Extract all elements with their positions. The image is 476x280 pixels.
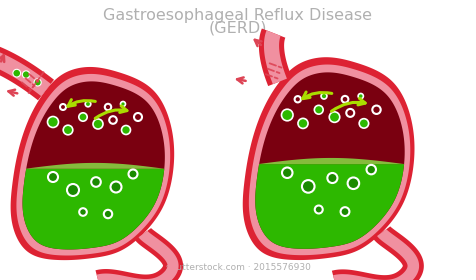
Circle shape: [121, 125, 130, 134]
Polygon shape: [22, 169, 164, 249]
Circle shape: [110, 181, 121, 193]
Polygon shape: [255, 164, 403, 249]
Polygon shape: [0, 39, 54, 100]
Circle shape: [298, 118, 307, 129]
Text: shutterstock.com · 2015576930: shutterstock.com · 2015576930: [165, 263, 310, 272]
Polygon shape: [255, 72, 404, 249]
Circle shape: [358, 119, 368, 128]
Polygon shape: [263, 30, 287, 84]
Polygon shape: [332, 229, 418, 280]
Polygon shape: [25, 163, 164, 169]
Polygon shape: [0, 44, 50, 96]
Polygon shape: [16, 74, 170, 256]
Circle shape: [48, 116, 59, 127]
Circle shape: [67, 184, 79, 196]
Circle shape: [13, 69, 20, 77]
Circle shape: [79, 113, 87, 121]
Circle shape: [120, 102, 125, 106]
Circle shape: [91, 177, 100, 187]
Circle shape: [22, 71, 30, 78]
Circle shape: [347, 178, 358, 189]
Circle shape: [314, 206, 322, 213]
Circle shape: [128, 169, 137, 179]
Circle shape: [357, 94, 363, 99]
Polygon shape: [95, 228, 183, 280]
Polygon shape: [258, 29, 291, 86]
Circle shape: [79, 208, 87, 216]
Circle shape: [340, 207, 349, 216]
Polygon shape: [22, 81, 165, 249]
Text: (GERD): (GERD): [208, 20, 267, 35]
Text: Gastroesophageal Reflux Disease: Gastroesophageal Reflux Disease: [103, 8, 372, 23]
Circle shape: [48, 172, 58, 182]
Circle shape: [93, 119, 103, 129]
Circle shape: [320, 93, 326, 99]
Circle shape: [281, 167, 292, 178]
Circle shape: [104, 210, 112, 218]
Circle shape: [301, 180, 314, 193]
Circle shape: [327, 173, 337, 183]
Circle shape: [328, 112, 339, 122]
Circle shape: [34, 79, 41, 86]
Polygon shape: [97, 231, 178, 280]
Polygon shape: [10, 67, 174, 260]
Polygon shape: [331, 227, 423, 280]
Circle shape: [314, 105, 322, 114]
Polygon shape: [258, 158, 404, 164]
Circle shape: [63, 125, 73, 135]
Circle shape: [281, 109, 292, 121]
Polygon shape: [248, 64, 409, 255]
Circle shape: [85, 101, 90, 107]
Circle shape: [366, 165, 375, 174]
Polygon shape: [242, 57, 414, 260]
